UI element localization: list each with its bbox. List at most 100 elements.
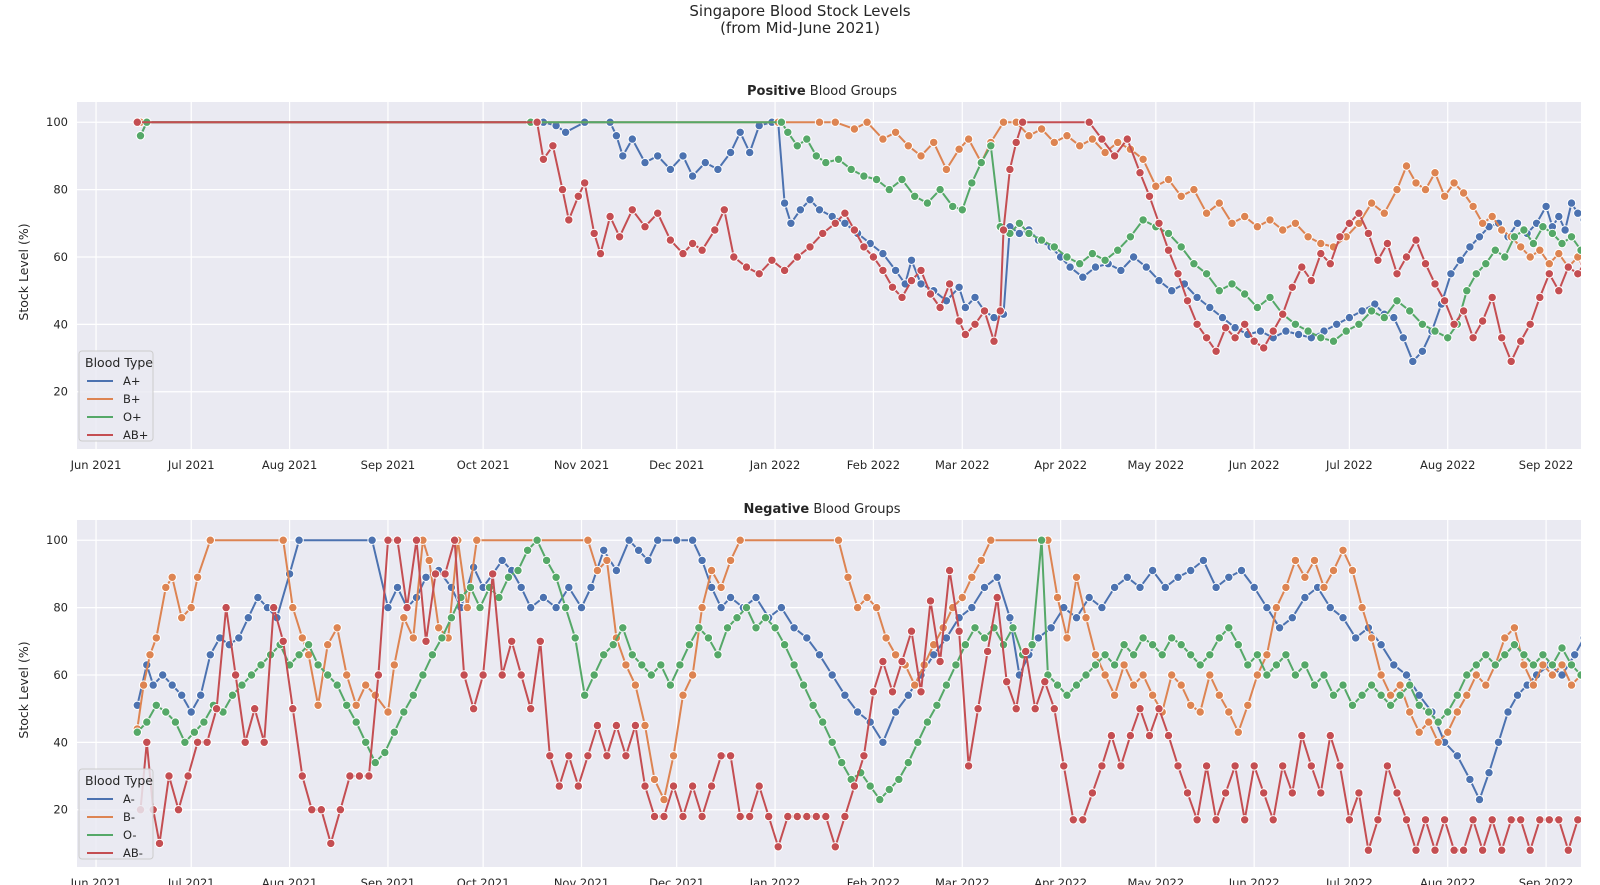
figure-title: Singapore Blood Stock Levels <box>689 2 910 20</box>
data-point <box>716 602 726 613</box>
data-point <box>811 151 821 161</box>
data-point <box>1227 218 1237 229</box>
data-point <box>935 184 945 195</box>
data-point <box>551 602 561 613</box>
legend-label: O+ <box>123 410 142 424</box>
data-point <box>538 154 549 165</box>
data-point <box>1449 319 1459 329</box>
data-point <box>573 191 583 202</box>
data-point <box>1382 761 1393 771</box>
data-point <box>1573 269 1581 279</box>
data-point <box>1452 751 1463 761</box>
data-point <box>1211 582 1221 593</box>
data-point <box>675 660 685 670</box>
series <box>132 117 1581 367</box>
series-group <box>132 535 1581 855</box>
y-tick-label: 40 <box>53 317 68 331</box>
data-point <box>1297 262 1307 272</box>
data-point <box>1268 326 1278 336</box>
data-point <box>383 707 393 717</box>
data-point <box>1538 660 1548 670</box>
data-point <box>802 633 812 643</box>
data-point <box>221 602 231 613</box>
data-point <box>446 613 457 623</box>
data-point <box>132 727 143 737</box>
data-point <box>1554 211 1564 222</box>
data-point <box>1430 326 1440 336</box>
data-point <box>779 265 790 276</box>
data-point <box>979 633 990 643</box>
data-point <box>773 842 783 852</box>
data-point <box>1325 602 1336 613</box>
data-point <box>196 690 206 700</box>
data-point <box>935 302 945 313</box>
data-point <box>1328 565 1339 576</box>
data-point <box>1201 333 1212 343</box>
data-point <box>1490 660 1501 670</box>
x-tick-label: Sep 2022 <box>1519 458 1574 472</box>
data-point <box>916 151 926 161</box>
data-point <box>576 602 587 613</box>
plot-area <box>77 102 1581 449</box>
data-point <box>1544 259 1555 269</box>
data-point <box>703 633 714 643</box>
data-point <box>1554 248 1564 259</box>
data-point <box>627 134 637 144</box>
data-point <box>1414 727 1424 737</box>
data-point <box>1338 680 1348 690</box>
data-point <box>1573 815 1581 825</box>
data-point <box>646 670 656 680</box>
data-point <box>1078 272 1088 282</box>
data-point <box>906 255 917 265</box>
data-point <box>288 602 298 613</box>
data-point <box>399 613 409 623</box>
data-point <box>145 650 155 660</box>
data-point <box>497 555 507 566</box>
data-point <box>462 602 472 613</box>
data-point <box>392 582 403 593</box>
data-point <box>802 134 812 144</box>
data-point <box>659 811 669 822</box>
data-point <box>326 838 336 849</box>
data-point <box>227 690 238 700</box>
data-point <box>1570 650 1580 660</box>
data-point <box>640 781 650 791</box>
data-point <box>1535 815 1545 825</box>
data-point <box>1141 262 1152 272</box>
data-point <box>583 535 593 545</box>
data-point <box>954 282 964 292</box>
series-line <box>139 539 1581 852</box>
data-point <box>1401 815 1412 825</box>
data-point <box>186 602 196 613</box>
data-point <box>246 670 257 680</box>
data-point <box>821 157 831 168</box>
series <box>135 117 1581 346</box>
data-point <box>361 680 371 690</box>
data-point <box>1316 333 1326 343</box>
data-point <box>1519 660 1529 670</box>
data-point <box>1259 343 1269 353</box>
data-point <box>1376 640 1386 650</box>
y-tick-label: 60 <box>53 668 68 682</box>
data-point <box>1408 356 1418 367</box>
data-point <box>1036 235 1047 245</box>
data-point <box>1062 131 1072 141</box>
panel-title-bold: Negative <box>743 502 809 517</box>
data-point <box>1468 201 1478 212</box>
data-point <box>1163 174 1174 185</box>
data-point <box>659 794 669 805</box>
data-point <box>1443 707 1453 717</box>
legend-label: B+ <box>123 392 141 406</box>
data-point <box>640 157 650 168</box>
data-point <box>1316 238 1326 249</box>
data-point <box>1024 131 1034 141</box>
data-point <box>1300 592 1310 603</box>
data-point <box>944 565 955 576</box>
data-point <box>1071 572 1082 582</box>
data-point <box>1205 670 1215 680</box>
data-point <box>932 700 942 710</box>
data-point <box>725 592 736 603</box>
data-point <box>1379 208 1390 218</box>
data-point <box>725 147 736 158</box>
data-point <box>1195 707 1205 717</box>
